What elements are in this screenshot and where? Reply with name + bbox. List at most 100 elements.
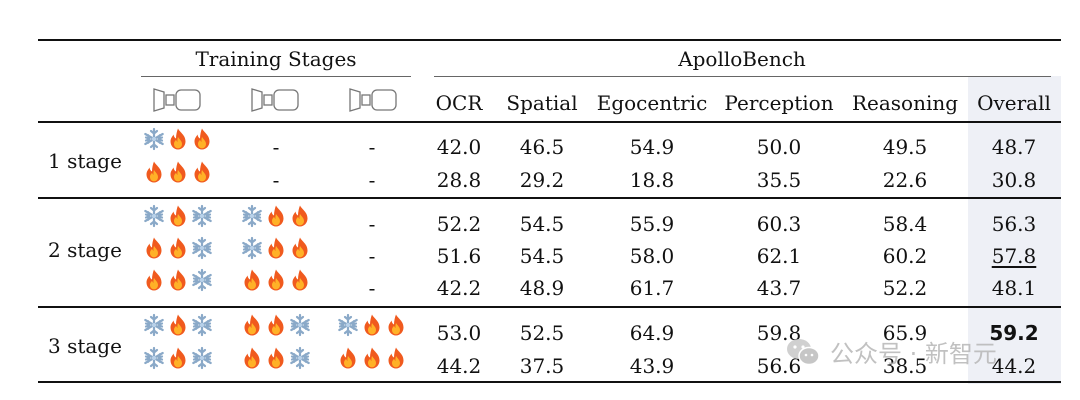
snowflake-icon	[144, 204, 164, 228]
stage-config-dash: -	[368, 276, 376, 300]
fire-icon	[244, 347, 260, 369]
table-cell-spatial: 54.5	[519, 244, 565, 268]
group-label-1-stage: 1 stage	[48, 149, 122, 173]
stage-config-dash: -	[272, 168, 280, 192]
snowflake-icon	[192, 346, 212, 370]
snowflake-icon	[242, 204, 262, 228]
table-cell-reasoning: 52.2	[882, 276, 928, 300]
header-rule	[38, 121, 1061, 123]
table-cell-ocr: 52.2	[436, 212, 482, 236]
top-rule	[38, 39, 1061, 41]
table-cell-egocentric: 54.9	[629, 135, 675, 159]
stage-config-cell	[142, 313, 214, 337]
snowflake-icon	[192, 204, 212, 228]
stage-config-dash: -	[368, 135, 376, 159]
fire-icon	[170, 128, 186, 150]
stage-config-dash: -	[368, 244, 376, 268]
fire-icon	[268, 347, 284, 369]
table-cell-spatial: 52.5	[519, 321, 565, 345]
table-cell-overall: 48.7	[991, 135, 1037, 159]
group-rule-2	[38, 306, 1061, 308]
snowflake-icon	[144, 127, 164, 151]
fire-icon	[146, 161, 162, 183]
col-header-egocentric: Egocentric	[596, 91, 708, 115]
table-cell-perception: 43.7	[756, 276, 802, 300]
table-cell-reasoning: 49.5	[882, 135, 928, 159]
table-cell-egocentric: 61.7	[629, 276, 675, 300]
stage-config-cell	[142, 127, 214, 151]
fire-icon	[194, 128, 210, 150]
fire-icon	[146, 269, 162, 291]
fire-icon	[268, 237, 284, 259]
table-cell-perception: 56.6	[756, 354, 802, 378]
fire-icon	[268, 314, 284, 336]
table-cell-overall: 48.1	[991, 276, 1037, 300]
table-cell-reasoning: 60.2	[882, 244, 928, 268]
table-cell-egocentric: 64.9	[629, 321, 675, 345]
fire-icon	[170, 314, 186, 336]
table-cell-ocr: 42.0	[436, 135, 482, 159]
table-cell-spatial: 54.5	[519, 212, 565, 236]
stage-config-cell	[142, 236, 214, 260]
table-cell-reasoning: 22.6	[882, 168, 928, 192]
stage-config-cell	[240, 268, 312, 292]
stage-config-cell	[142, 204, 214, 228]
stage-config-cell	[336, 313, 408, 337]
fire-icon	[170, 347, 186, 369]
table-cell-ocr: 42.2	[436, 276, 482, 300]
apollobench-header: ApolloBench	[678, 47, 806, 71]
fire-icon	[194, 161, 210, 183]
snowflake-icon	[144, 313, 164, 337]
fire-icon	[388, 314, 404, 336]
table-cell-spatial: 46.5	[519, 135, 565, 159]
fire-icon	[364, 347, 380, 369]
table-cell-reasoning: 58.4	[882, 212, 928, 236]
overall-column-highlight	[968, 76, 1061, 384]
fire-icon	[388, 347, 404, 369]
table-cell-ocr: 28.8	[436, 168, 482, 192]
fire-icon	[340, 347, 356, 369]
col-header-ocr: OCR	[435, 91, 483, 115]
group-label-2-stage: 2 stage	[48, 238, 122, 262]
table-cell-ocr: 44.2	[436, 354, 482, 378]
table-cell-perception: 35.5	[756, 168, 802, 192]
fire-icon	[268, 269, 284, 291]
group-label-3-stage: 3 stage	[48, 334, 122, 358]
stage-config-dash: -	[368, 168, 376, 192]
training-stages-underline	[141, 76, 411, 77]
table-cell-ocr: 53.0	[436, 321, 482, 345]
table-cell-egocentric: 58.0	[629, 244, 675, 268]
table-cell-overall: 56.3	[991, 212, 1037, 236]
snowflake-icon	[290, 346, 310, 370]
fire-icon	[170, 205, 186, 227]
model-components-icon	[349, 88, 397, 112]
watermark-text: 公众号 · 新智元	[830, 340, 997, 368]
table-cell-spatial: 48.9	[519, 276, 565, 300]
table-cell-perception: 60.3	[756, 212, 802, 236]
col-header-perception: Perception	[724, 91, 834, 115]
stage-config-cell	[142, 160, 214, 184]
table-cell-egocentric: 43.9	[629, 354, 675, 378]
stage-config-cell	[240, 313, 312, 337]
table-cell-overall: 44.2	[991, 354, 1037, 378]
col-header-overall: Overall	[977, 91, 1051, 115]
wechat-logo-icon	[787, 338, 820, 365]
table-cell-egocentric: 55.9	[629, 212, 675, 236]
group-rule-1	[38, 197, 1061, 199]
table-cell-overall: 59.2	[989, 321, 1039, 345]
table-cell-overall: 30.8	[991, 168, 1037, 192]
col-header-spatial: Spatial	[506, 91, 578, 115]
fire-icon	[292, 205, 308, 227]
fire-icon	[244, 269, 260, 291]
snowflake-icon	[192, 313, 212, 337]
table-cell-perception: 59.8	[756, 321, 802, 345]
training-stages-header: Training Stages	[195, 47, 357, 71]
model-components-icon	[153, 88, 201, 112]
stage-config-dash: -	[272, 135, 280, 159]
snowflake-icon	[192, 268, 212, 292]
bottom-rule	[38, 381, 1061, 383]
stage-config-cell	[336, 346, 408, 370]
watermark: 公众号 · 新智元	[786, 334, 997, 369]
fire-icon	[268, 205, 284, 227]
apollobench-underline	[434, 76, 1051, 77]
